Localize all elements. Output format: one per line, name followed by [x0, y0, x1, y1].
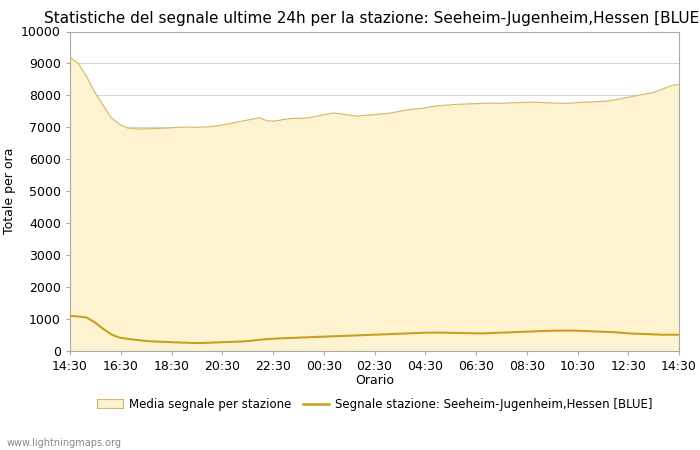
Y-axis label: Totale per ora: Totale per ora: [3, 148, 15, 234]
Legend: Media segnale per stazione, Segnale stazione: Seeheim-Jugenheim,Hessen [BLUE]: Media segnale per stazione, Segnale staz…: [92, 393, 657, 415]
Title: Statistiche del segnale ultime 24h per la stazione: Seeheim-Jugenheim,Hessen [BL: Statistiche del segnale ultime 24h per l…: [44, 11, 700, 26]
X-axis label: Orario: Orario: [355, 374, 394, 387]
Text: www.lightningmaps.org: www.lightningmaps.org: [7, 438, 122, 448]
